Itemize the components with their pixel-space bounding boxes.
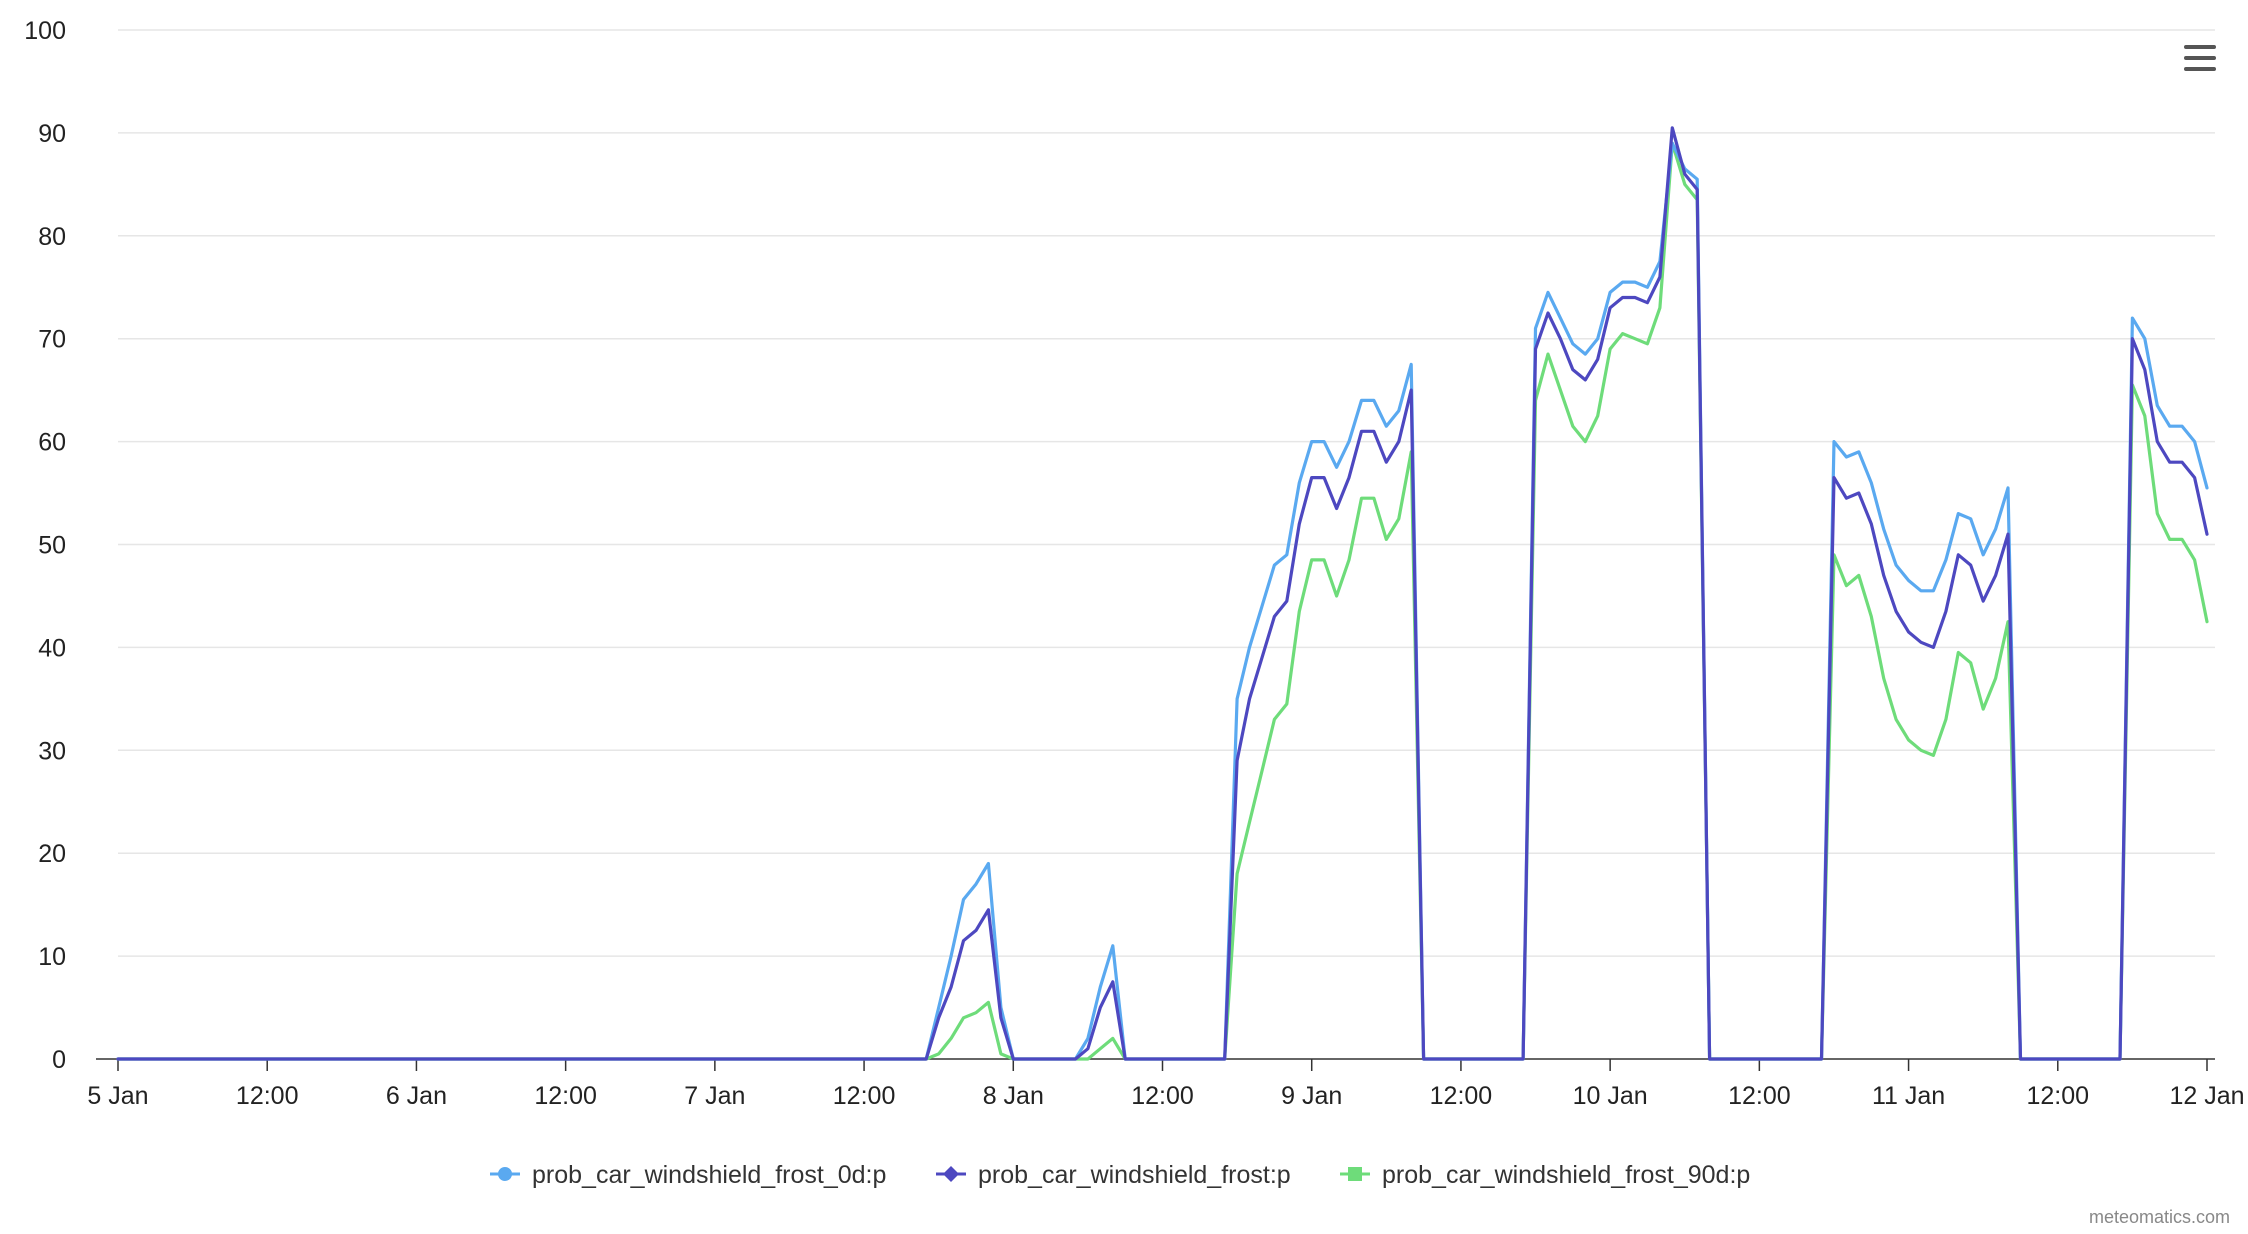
- legend[interactable]: prob_car_windshield_frost_0d:p prob_car_w…: [490, 1161, 1750, 1189]
- x-tick-label: 12:00: [1131, 1082, 1194, 1110]
- legend-label: prob_car_windshield_frost:p: [978, 1161, 1291, 1189]
- x-tick-label: 12:00: [2027, 1082, 2090, 1110]
- x-tick-label: 5 Jan: [87, 1082, 148, 1110]
- legend-diamond-marker: [943, 1166, 959, 1182]
- x-tick-label: 7 Jan: [684, 1082, 745, 1110]
- y-tick-label: 60: [38, 429, 66, 457]
- x-axis: 5 Jan 12:00 6 Jan 12:00 7 Jan 12:00 8 Jan 12:00…: [87, 1058, 2245, 1110]
- y-tick-label: 100: [24, 17, 66, 45]
- series-line-1: [116, 126, 2209, 1061]
- y-tick-label: 50: [38, 532, 66, 560]
- y-tick-label: 30: [38, 737, 66, 765]
- y-tick-label: 20: [38, 840, 66, 868]
- x-tick-label: 6 Jan: [386, 1082, 447, 1110]
- legend-label: prob_car_windshield_frost_90d:p: [1382, 1161, 1750, 1189]
- series-lines: [116, 126, 2209, 1061]
- x-tick-label: 11 Jan: [1872, 1082, 1945, 1110]
- x-tick-label: 9 Jan: [1281, 1082, 1342, 1110]
- grid-lines: [118, 29, 2215, 957]
- x-tick-label: 10 Jan: [1573, 1082, 1648, 1110]
- legend-item[interactable]: prob_car_windshield_frost_90d:p: [1340, 1161, 1750, 1189]
- x-tick-label: 12:00: [534, 1082, 597, 1110]
- y-tick-label: 40: [38, 634, 66, 662]
- hamburger-menu-icon[interactable]: [2170, 26, 2226, 74]
- x-tick-label: 8 Jan: [983, 1082, 1044, 1110]
- credit-link[interactable]: meteomatics.com: [2089, 1207, 2230, 1227]
- series-line-0: [116, 141, 2209, 1061]
- x-tick-label: 12:00: [1430, 1082, 1493, 1110]
- x-tick-label: 12:00: [833, 1082, 896, 1110]
- series-line-2: [116, 141, 2209, 1061]
- x-tick-label: 12:00: [1728, 1082, 1791, 1110]
- y-axis: 0 10 20 30 40 50 60 70 80 90 100: [24, 17, 66, 1074]
- legend-item[interactable]: prob_car_windshield_frost_0d:p: [490, 1161, 886, 1189]
- y-tick-label: 80: [38, 223, 66, 251]
- x-tick-label: 12 Jan: [2169, 1082, 2244, 1110]
- x-tick-label: 12:00: [236, 1082, 299, 1110]
- y-tick-label: 10: [38, 943, 66, 971]
- y-tick-label: 90: [38, 120, 66, 148]
- legend-square-marker: [1348, 1167, 1362, 1181]
- legend-label: prob_car_windshield_frost_0d:p: [532, 1161, 886, 1189]
- y-tick-label: 70: [38, 326, 66, 354]
- y-tick-label: 0: [52, 1046, 66, 1074]
- legend-item[interactable]: prob_car_windshield_frost:p: [936, 1161, 1291, 1189]
- legend-circle-marker: [498, 1167, 512, 1181]
